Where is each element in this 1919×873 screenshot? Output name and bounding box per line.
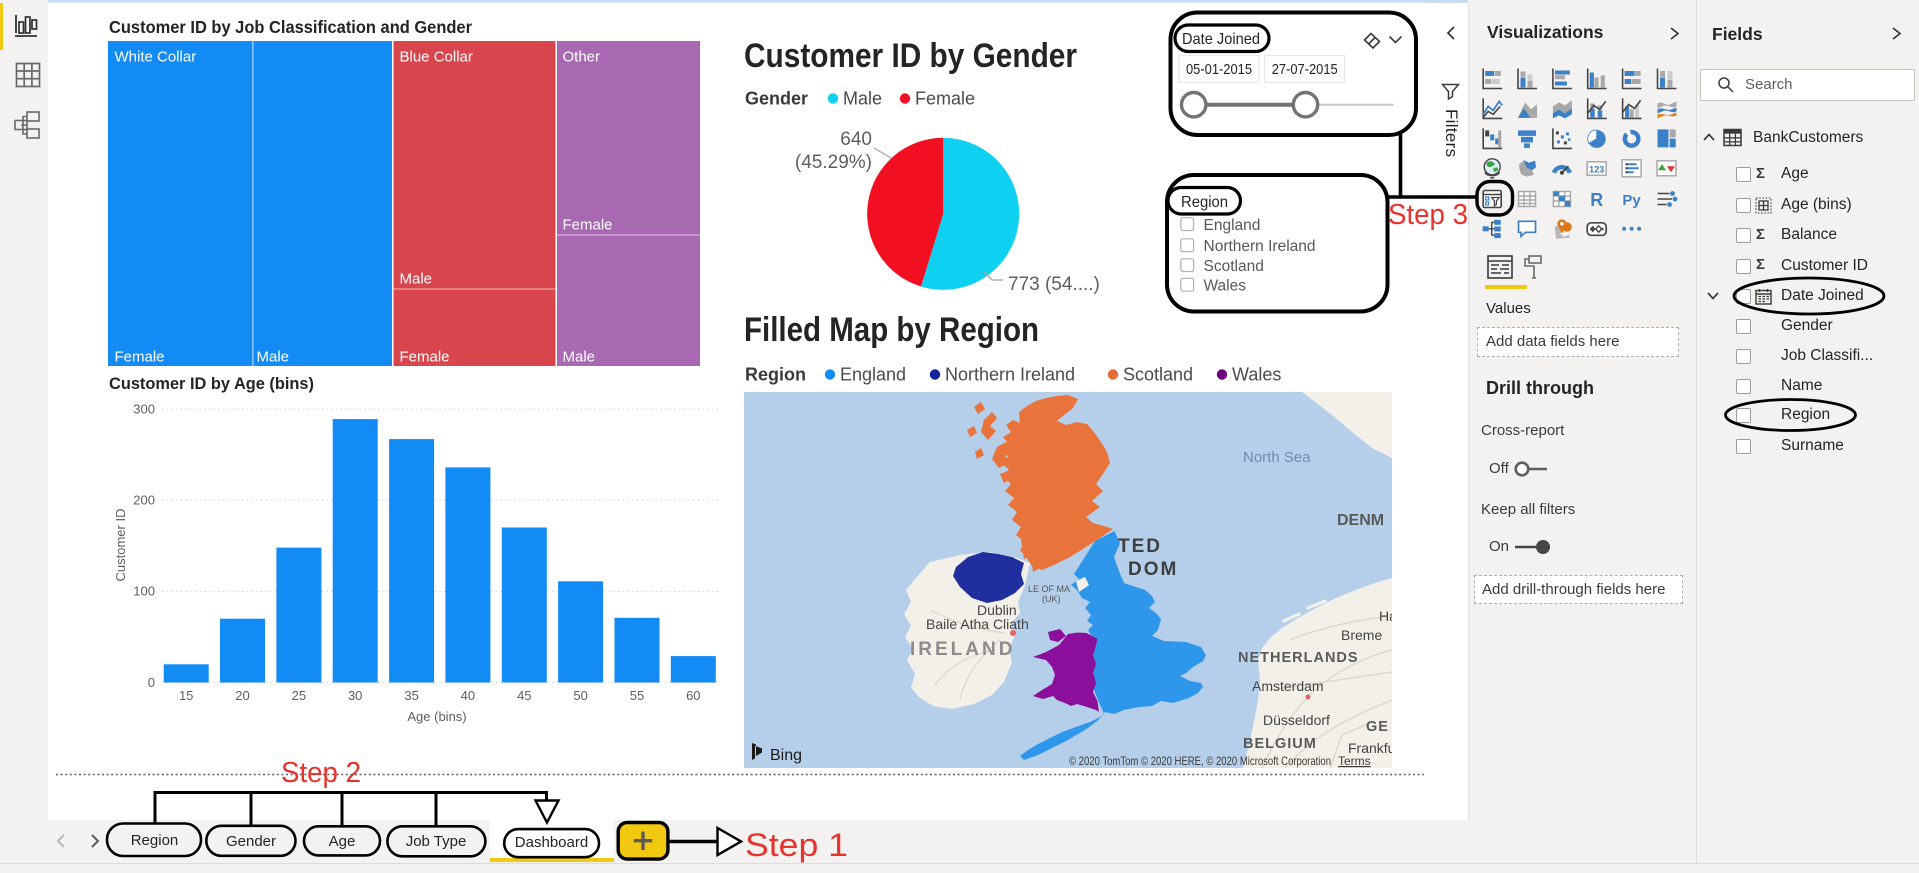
svg-text:40: 40 [461,688,475,703]
svg-text:Male: Male [563,349,596,366]
svg-text:Filled Map by Region: Filled Map by Region [744,311,1039,349]
svg-text:Amsterdam: Amsterdam [1252,678,1324,694]
svg-text:LE OF MA: LE OF MA [1028,584,1070,594]
svg-text:NETHERLANDS: NETHERLANDS [1238,650,1359,666]
svg-text:Wales: Wales [1232,365,1281,385]
svg-text:Ha: Ha [1379,608,1397,624]
svg-text:Gender: Gender [745,89,808,109]
svg-text:England: England [1204,217,1261,234]
svg-text:Baile Atha Cliath: Baile Atha Cliath [926,616,1029,632]
svg-text:Customer ID by Age (bins): Customer ID by Age (bins) [109,375,314,393]
svg-text:15: 15 [179,688,193,703]
svg-text:Customer ID by Job Classificat: Customer ID by Job Classification and Ge… [109,17,472,37]
svg-text:123: 123 [1589,164,1604,174]
svg-text:Scotland: Scotland [1123,365,1193,385]
svg-text:35: 35 [404,688,418,703]
svg-text:White Collar: White Collar [115,49,197,66]
svg-text:27-07-2015: 27-07-2015 [1272,62,1338,78]
svg-text:(45.29%): (45.29%) [795,152,872,173]
svg-text:GE: GE [1366,719,1389,735]
svg-text:Male: Male [257,349,290,366]
svg-text:25: 25 [292,688,306,703]
svg-text:North Sea: North Sea [1243,449,1311,466]
svg-text:Northern Ireland: Northern Ireland [945,365,1075,385]
svg-text:05-01-2015: 05-01-2015 [1186,62,1252,78]
svg-text:Female: Female [563,217,613,234]
svg-text:Düsseldorf: Düsseldorf [1263,712,1330,728]
svg-text:Customer ID by Gender: Customer ID by Gender [744,37,1077,75]
svg-text:200: 200 [133,493,155,508]
svg-text:30: 30 [348,688,362,703]
svg-text:60: 60 [686,688,700,703]
svg-text:England: England [840,365,906,385]
svg-text:© 2020 TomTom © 2020 HERE, © 2: © 2020 TomTom © 2020 HERE, © 2020 Micros… [1069,754,1331,768]
svg-text:50: 50 [573,688,587,703]
svg-text:Region: Region [745,365,806,385]
svg-text:DOM: DOM [1128,559,1178,580]
svg-text:45: 45 [517,688,531,703]
svg-text:Female: Female [915,89,975,109]
svg-text:BELGIUM: BELGIUM [1243,736,1317,752]
svg-text:0: 0 [148,675,155,690]
svg-text:Dublin: Dublin [977,602,1017,618]
svg-text:Scotland: Scotland [1204,258,1264,275]
svg-text:R: R [1590,190,1603,210]
svg-text:Female: Female [115,349,165,366]
svg-text:640: 640 [840,129,872,150]
svg-text:Northern Ireland: Northern Ireland [1204,238,1316,255]
svg-text:IRELAND: IRELAND [910,639,1015,660]
svg-text:DENM: DENM [1337,512,1384,529]
svg-text:Frankfu: Frankfu [1348,740,1395,756]
svg-text:(UK): (UK) [1042,594,1061,604]
svg-text:Terms: Terms [1338,754,1371,768]
svg-text:Blue Collar: Blue Collar [400,49,473,66]
svg-text:Male: Male [400,271,433,288]
svg-text:Py: Py [1622,192,1641,209]
svg-text:300: 300 [133,402,155,417]
svg-text:20: 20 [235,688,249,703]
svg-text:Other: Other [563,49,601,66]
svg-text:Bing: Bing [770,747,802,764]
svg-text:773 (54....): 773 (54....) [1008,274,1100,295]
svg-text:Male: Male [843,89,882,109]
svg-text:Wales: Wales [1204,278,1247,295]
svg-text:Female: Female [400,349,450,366]
svg-text:TED: TED [1118,536,1162,557]
svg-text:Customer ID: Customer ID [113,509,128,582]
svg-text:Breme: Breme [1341,627,1382,643]
svg-text:55: 55 [630,688,644,703]
svg-text:Age (bins): Age (bins) [407,709,466,724]
svg-text:100: 100 [133,584,155,599]
